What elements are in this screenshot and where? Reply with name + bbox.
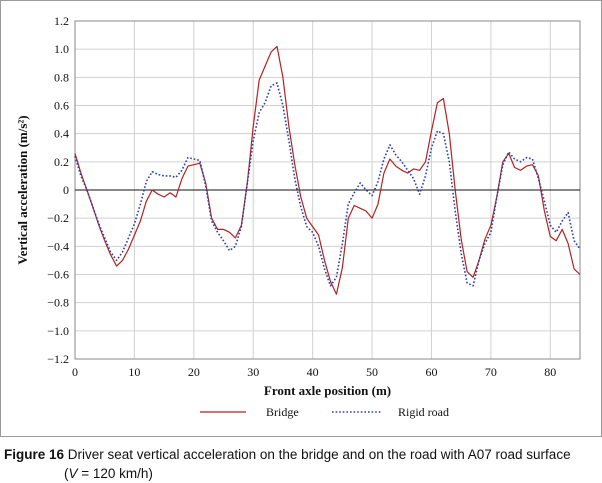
series-line-bridge <box>74 45 581 295</box>
y-axis-title: Vertical acceleration (m/s²) <box>15 115 30 264</box>
x-tick-label: 40 <box>307 365 319 379</box>
caption-variable: V <box>68 466 78 481</box>
x-tick-label: 10 <box>128 365 140 379</box>
grid <box>75 21 580 359</box>
legend-label-rigid-road: Rigid road <box>398 405 449 419</box>
y-tick-label: 0.8 <box>54 70 69 84</box>
chart: 0 10 20 30 40 50 60 70 80 1.2 1.0 0.8 0.6 0.4 0.2 0 −0.2… <box>15 14 581 419</box>
x-axis-title: Front axle position (m) <box>264 383 391 398</box>
tick-labels: 0 10 20 30 40 50 60 70 80 1.2 1.0 0.8 0.6 0.4 0.2 0 −0.2… <box>47 14 556 379</box>
y-tick-label: −0.6 <box>47 268 69 282</box>
y-tick-label: 1.2 <box>54 14 69 28</box>
caption-line-1: Figure 16 Driver seat vertical accelerat… <box>4 445 598 464</box>
caption-paren-open: ( <box>64 466 69 481</box>
series-lines <box>74 45 581 295</box>
x-tick-label: 50 <box>366 365 378 379</box>
x-tick-label: 80 <box>544 365 556 379</box>
x-tick-label: 20 <box>188 365 200 379</box>
x-tick-label: 70 <box>485 365 497 379</box>
caption-line-2: (V = 120 km/h) <box>4 464 598 483</box>
y-tick-label: 0.6 <box>54 99 69 113</box>
y-tick-label: 0.4 <box>54 127 69 141</box>
caption-speed: = 120 km/h) <box>77 466 153 481</box>
axes <box>74 20 581 360</box>
y-tick-label: −1.2 <box>47 352 69 366</box>
figure-label: Figure 16 <box>4 447 65 462</box>
x-tick-label: 0 <box>72 365 78 379</box>
y-tick-label: 1.0 <box>54 42 69 56</box>
y-tick-label: 0 <box>63 183 69 197</box>
y-tick-label: −1.0 <box>47 324 69 338</box>
legend: Bridge Rigid road <box>200 405 449 419</box>
caption-text: Driver seat vertical acceleration on the… <box>64 447 571 462</box>
y-tick-label: −0.4 <box>47 239 69 253</box>
x-tick-label: 60 <box>425 365 437 379</box>
y-tick-label: 0.2 <box>54 155 69 169</box>
series-line-rigid-road <box>74 82 581 287</box>
y-tick-label: −0.2 <box>47 211 69 225</box>
legend-label-bridge: Bridge <box>266 405 299 419</box>
y-tick-label: −0.8 <box>47 296 69 310</box>
x-tick-label: 30 <box>247 365 259 379</box>
figure-caption: Figure 16 Driver seat vertical accelerat… <box>4 445 598 483</box>
